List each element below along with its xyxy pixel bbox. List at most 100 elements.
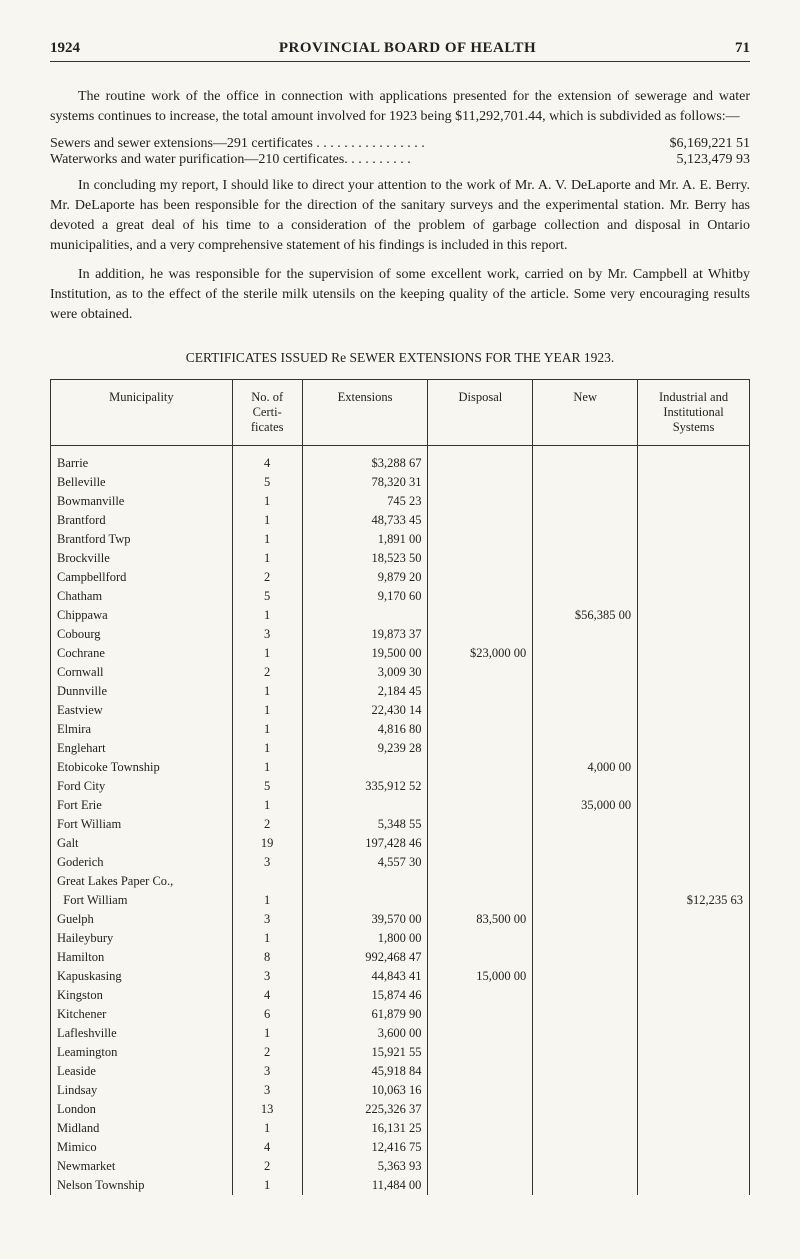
cell-municipality: Eastview bbox=[51, 701, 233, 720]
table-row: Chatham59,170 60 bbox=[51, 587, 750, 606]
cell-disposal bbox=[428, 625, 533, 644]
cell-extensions: 48,733 45 bbox=[302, 511, 428, 530]
cell-extensions bbox=[302, 606, 428, 625]
cell-industrial bbox=[638, 530, 750, 549]
cell-disposal bbox=[428, 473, 533, 492]
cell-industrial bbox=[638, 948, 750, 967]
cell-municipality: Chippawa bbox=[51, 606, 233, 625]
table-row: Ford City5335,912 52 bbox=[51, 777, 750, 796]
year-label: 1924 bbox=[50, 40, 80, 57]
cell-disposal bbox=[428, 663, 533, 682]
cell-extensions: 12,416 75 bbox=[302, 1138, 428, 1157]
cell-industrial bbox=[638, 796, 750, 815]
cell-extensions: 11,484 00 bbox=[302, 1176, 428, 1195]
cell-municipality: Leamington bbox=[51, 1043, 233, 1062]
cell-municipality: Haileybury bbox=[51, 929, 233, 948]
cell-industrial bbox=[638, 492, 750, 511]
cell-industrial bbox=[638, 1005, 750, 1024]
cell-extensions: 745 23 bbox=[302, 492, 428, 511]
col-new: New bbox=[533, 380, 638, 446]
cell-industrial bbox=[638, 549, 750, 568]
cell-disposal bbox=[428, 872, 533, 891]
fin-row-2-label: Waterworks and water purification—210 ce… bbox=[50, 152, 677, 168]
cell-no-cert: 1 bbox=[232, 1176, 302, 1195]
cell-extensions: 15,874 46 bbox=[302, 986, 428, 1005]
cell-new bbox=[533, 1100, 638, 1119]
cell-no-cert: 3 bbox=[232, 910, 302, 929]
cell-disposal bbox=[428, 929, 533, 948]
cell-disposal bbox=[428, 1157, 533, 1176]
cell-no-cert: 1 bbox=[232, 1119, 302, 1138]
cell-new bbox=[533, 549, 638, 568]
table-row: Englehart19,239 28 bbox=[51, 739, 750, 758]
cell-industrial: $12,235 63 bbox=[638, 891, 750, 910]
cell-disposal bbox=[428, 853, 533, 872]
cell-municipality: Leaside bbox=[51, 1062, 233, 1081]
cell-disposal bbox=[428, 587, 533, 606]
cell-disposal: 83,500 00 bbox=[428, 910, 533, 929]
cell-no-cert: 19 bbox=[232, 834, 302, 853]
table-body: Barrie4$3,288 67Belleville578,320 31Bowm… bbox=[51, 446, 750, 1196]
cell-extensions bbox=[302, 891, 428, 910]
cell-extensions: 39,570 00 bbox=[302, 910, 428, 929]
table-row: Haileybury11,800 00 bbox=[51, 929, 750, 948]
table-row: Etobicoke Township14,000 00 bbox=[51, 758, 750, 777]
cell-extensions: 10,063 16 bbox=[302, 1081, 428, 1100]
cell-municipality: Goderich bbox=[51, 853, 233, 872]
cell-municipality: Englehart bbox=[51, 739, 233, 758]
cell-extensions: 15,921 55 bbox=[302, 1043, 428, 1062]
paragraph-1: The routine work of the office in connec… bbox=[50, 87, 750, 128]
cell-disposal bbox=[428, 1176, 533, 1195]
cell-disposal bbox=[428, 815, 533, 834]
cell-municipality: Kingston bbox=[51, 986, 233, 1005]
cell-extensions: 2,184 45 bbox=[302, 682, 428, 701]
cell-municipality: Kitchener bbox=[51, 1005, 233, 1024]
cell-new bbox=[533, 587, 638, 606]
table-row: Guelph339,570 0083,500 00 bbox=[51, 910, 750, 929]
table-row: Fort William25,348 55 bbox=[51, 815, 750, 834]
cell-municipality: Ford City bbox=[51, 777, 233, 796]
table-row: Kingston415,874 46 bbox=[51, 986, 750, 1005]
cell-industrial bbox=[638, 1157, 750, 1176]
cell-industrial bbox=[638, 587, 750, 606]
cell-new bbox=[533, 929, 638, 948]
cell-new bbox=[533, 1005, 638, 1024]
cell-new bbox=[533, 853, 638, 872]
cell-extensions: 45,918 84 bbox=[302, 1062, 428, 1081]
cell-extensions: 4,816 80 bbox=[302, 720, 428, 739]
cell-municipality: Barrie bbox=[51, 446, 233, 474]
table-row: Fort Erie135,000 00 bbox=[51, 796, 750, 815]
cell-new bbox=[533, 625, 638, 644]
cell-municipality: Kapuskasing bbox=[51, 967, 233, 986]
cell-industrial bbox=[638, 739, 750, 758]
table-row: Eastview122,430 14 bbox=[51, 701, 750, 720]
cell-disposal bbox=[428, 796, 533, 815]
cell-extensions: 22,430 14 bbox=[302, 701, 428, 720]
cell-extensions: 5,363 93 bbox=[302, 1157, 428, 1176]
cell-industrial bbox=[638, 1100, 750, 1119]
table-row: Chippawa1$56,385 00 bbox=[51, 606, 750, 625]
cell-disposal bbox=[428, 682, 533, 701]
cell-municipality: Elmira bbox=[51, 720, 233, 739]
cell-municipality: Great Lakes Paper Co., bbox=[51, 872, 233, 891]
cell-industrial bbox=[638, 986, 750, 1005]
cell-no-cert: 3 bbox=[232, 1081, 302, 1100]
cell-extensions: 5,348 55 bbox=[302, 815, 428, 834]
cell-disposal bbox=[428, 1043, 533, 1062]
cell-new bbox=[533, 1081, 638, 1100]
cell-no-cert: 1 bbox=[232, 929, 302, 948]
table-row: Campbellford29,879 20 bbox=[51, 568, 750, 587]
col-no-cert: No. of Certi­ficates bbox=[232, 380, 302, 446]
cell-industrial bbox=[638, 606, 750, 625]
cell-new: $56,385 00 bbox=[533, 606, 638, 625]
cell-industrial bbox=[638, 853, 750, 872]
cell-municipality: Brantford bbox=[51, 511, 233, 530]
cell-extensions: 225,326 37 bbox=[302, 1100, 428, 1119]
cell-municipality: Cobourg bbox=[51, 625, 233, 644]
table-row: Brantford148,733 45 bbox=[51, 511, 750, 530]
cell-disposal bbox=[428, 777, 533, 796]
cell-municipality: Nelson Township bbox=[51, 1176, 233, 1195]
cell-no-cert: 3 bbox=[232, 967, 302, 986]
cell-new bbox=[533, 511, 638, 530]
cell-extensions: 9,879 20 bbox=[302, 568, 428, 587]
